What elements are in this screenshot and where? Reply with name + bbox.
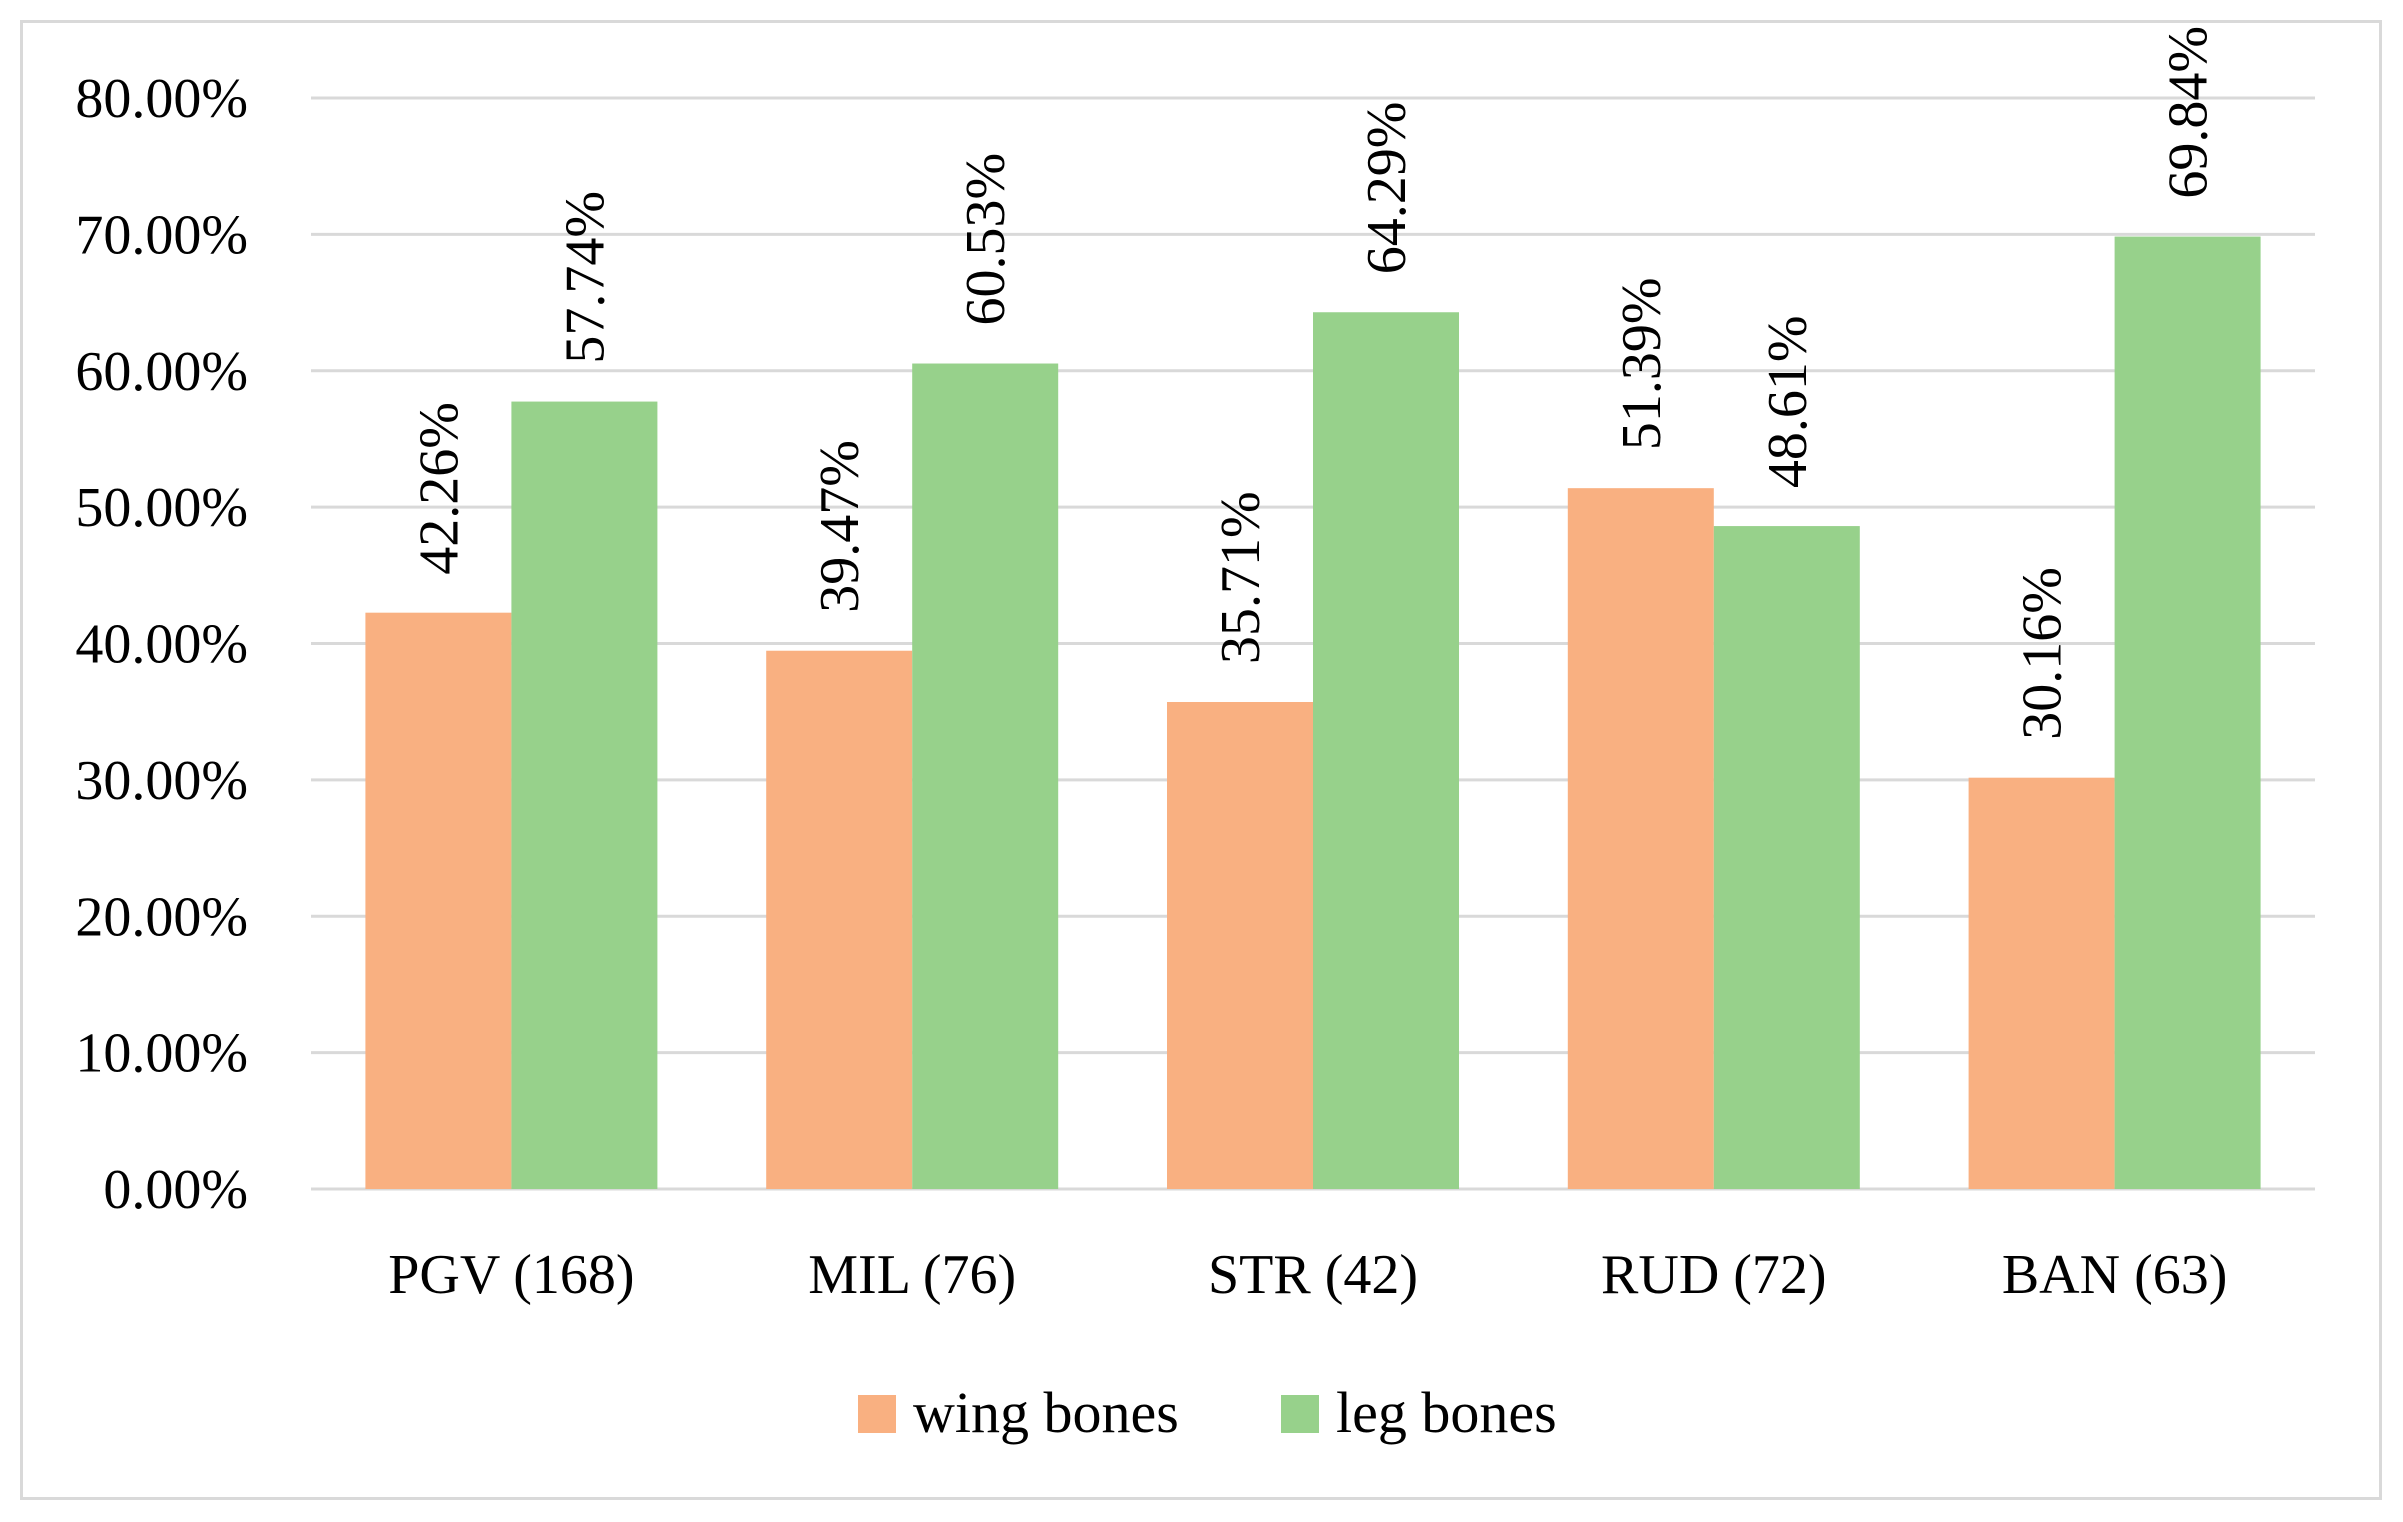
y-tick-label: 80.00% — [75, 68, 248, 130]
bars — [365, 236, 2261, 1190]
y-tick-label: 10.00% — [75, 1023, 248, 1085]
bar-wing-bones-0 — [365, 612, 512, 1189]
x-axis-categories: PGV (168) MIL (76) STR (42) RUD (72) BAN (63… — [388, 1244, 2227, 1306]
data-label: 57.74% — [554, 191, 616, 364]
legend-swatch-wing-bones — [858, 1395, 896, 1433]
y-tick-label: 50.00% — [75, 477, 248, 539]
y-tick-label: 0.00% — [103, 1159, 248, 1221]
bar-leg-bones-2 — [1313, 312, 1459, 1189]
y-tick-label: 20.00% — [75, 886, 248, 948]
data-label: 42.26% — [408, 402, 470, 575]
data-label: 51.39% — [1611, 278, 1673, 451]
data-label: 69.84% — [2158, 26, 2220, 199]
y-tick-label: 30.00% — [75, 750, 248, 812]
x-category-label: PGV (168) — [388, 1244, 634, 1306]
bar-wing-bones-4 — [1968, 777, 2115, 1189]
y-tick-label: 60.00% — [75, 341, 248, 403]
x-category-label: MIL (76) — [808, 1244, 1016, 1306]
x-category-label: STR (42) — [1208, 1244, 1418, 1306]
bar-leg-bones-3 — [1713, 526, 1860, 1189]
data-label: 48.61% — [1757, 315, 1819, 488]
x-category-label: RUD (72) — [1601, 1244, 1827, 1306]
data-labels: 42.26% 57.74% 39.47% 60.53% 35.71% 64.29% 51.3… — [408, 26, 2219, 740]
y-tick-label: 40.00% — [75, 614, 248, 676]
data-label: 64.29% — [1356, 102, 1418, 275]
bar-leg-bones-1 — [912, 363, 1059, 1190]
y-axis-ticks: 0.00% 10.00% 20.00% 30.00% 40.00% 50.00% 60.00… — [75, 68, 248, 1221]
legend-label: wing bones — [913, 1380, 1179, 1445]
data-label: 30.16% — [2012, 567, 2074, 740]
chart-frame: 0.00% 10.00% 20.00% 30.00% 40.00% 50.00% 60.00… — [20, 20, 2382, 1500]
data-label: 39.47% — [809, 440, 871, 613]
x-category-label: BAN (63) — [2002, 1244, 2228, 1306]
data-label: 60.53% — [955, 153, 1017, 326]
bar-wing-bones-2 — [1167, 702, 1313, 1189]
data-label: 35.71% — [1210, 491, 1272, 664]
bar-wing-bones-1 — [766, 650, 913, 1189]
legend-swatch-leg-bones — [1281, 1395, 1319, 1433]
bar-chart: 0.00% 10.00% 20.00% 30.00% 40.00% 50.00% 60.00… — [75, 26, 2315, 1445]
bar-leg-bones-4 — [2114, 236, 2261, 1189]
legend-label: leg bones — [1336, 1380, 1557, 1445]
bar-leg-bones-0 — [511, 401, 658, 1189]
y-tick-label: 70.00% — [75, 204, 248, 266]
bar-wing-bones-3 — [1567, 488, 1714, 1189]
legend: wing bones leg bones — [858, 1380, 1557, 1445]
